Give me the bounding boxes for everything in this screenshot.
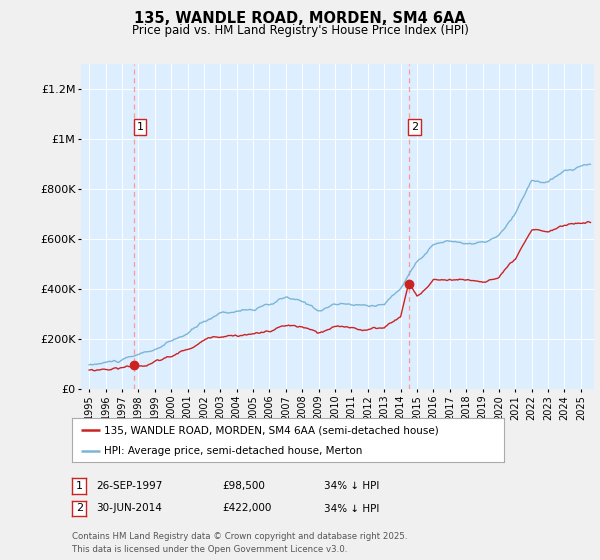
Text: Contains HM Land Registry data © Crown copyright and database right 2025.
This d: Contains HM Land Registry data © Crown c… [72, 532, 407, 553]
Text: 34% ↓ HPI: 34% ↓ HPI [324, 503, 379, 514]
Text: £98,500: £98,500 [222, 481, 265, 491]
Text: 30-JUN-2014: 30-JUN-2014 [96, 503, 162, 514]
Text: 1: 1 [76, 481, 83, 491]
Text: 1: 1 [136, 122, 143, 132]
Text: 26-SEP-1997: 26-SEP-1997 [96, 481, 163, 491]
Text: 135, WANDLE ROAD, MORDEN, SM4 6AA (semi-detached house): 135, WANDLE ROAD, MORDEN, SM4 6AA (semi-… [104, 425, 439, 435]
Text: 34% ↓ HPI: 34% ↓ HPI [324, 481, 379, 491]
Text: 135, WANDLE ROAD, MORDEN, SM4 6AA: 135, WANDLE ROAD, MORDEN, SM4 6AA [134, 11, 466, 26]
Text: Price paid vs. HM Land Registry's House Price Index (HPI): Price paid vs. HM Land Registry's House … [131, 24, 469, 37]
Text: 2: 2 [411, 122, 418, 132]
Text: £422,000: £422,000 [222, 503, 271, 514]
Text: 2: 2 [76, 503, 83, 514]
Text: HPI: Average price, semi-detached house, Merton: HPI: Average price, semi-detached house,… [104, 446, 363, 456]
